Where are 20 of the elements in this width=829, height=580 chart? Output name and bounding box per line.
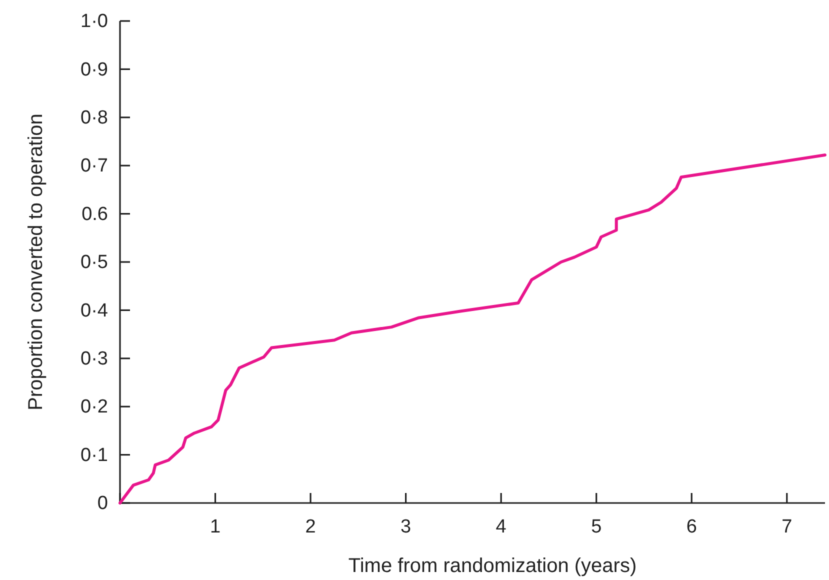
y-tick-label: 1·0 (80, 11, 108, 32)
x-axis-title: Time from randomization (years) (348, 555, 637, 577)
x-tick-label: 7 (782, 516, 792, 538)
y-tick-label: 0·1 (80, 444, 108, 466)
y-tick-label: 0 (97, 493, 108, 514)
x-tick-label: 3 (400, 516, 412, 538)
x-tick-label: 2 (305, 516, 316, 538)
y-tick-label: 0·8 (80, 107, 108, 128)
y-tick-label: 0·5 (80, 252, 108, 274)
x-tick-label: 6 (686, 516, 697, 538)
y-tick-label: 0·7 (80, 156, 108, 177)
y-tick-label: 0.6 (82, 204, 108, 225)
x-tick-label: 4 (496, 516, 507, 538)
y-tick-label: 0·9 (80, 59, 108, 80)
x-tick-label: 1 (210, 516, 221, 538)
x-tick-label: 5 (591, 516, 602, 538)
y-tick-label: 0·4 (80, 300, 108, 322)
y-tick-label: 0·2 (80, 396, 108, 418)
y-axis-title: Proportion converted to operation (25, 114, 47, 410)
y-tick-label: 0·3 (80, 348, 108, 370)
